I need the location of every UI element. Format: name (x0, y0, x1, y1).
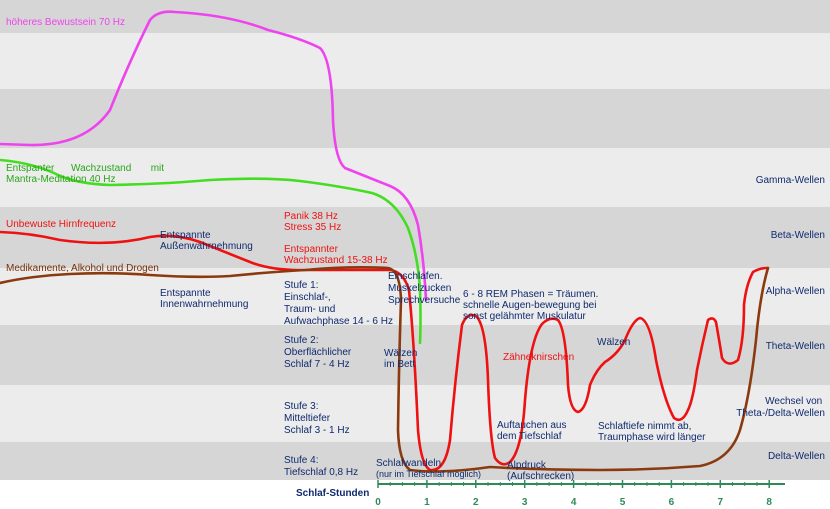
red-curve (0, 230, 769, 472)
annotation-auftauchen: Auftauchen aus dem Tiefschlaf (497, 420, 569, 442)
brown-curve (0, 266, 770, 473)
x-axis-title: Schlaf-Stunden (296, 488, 369, 499)
annotation-waelzen: Wälzen (597, 337, 630, 348)
band-label-theta: Theta-Wellen (766, 341, 825, 352)
curves (0, 10, 770, 473)
background-band (0, 33, 830, 89)
annotation-schlaftiefe: Schlaftiefe nimmt ab, Traumphase wird lä… (598, 421, 706, 443)
background-band (0, 268, 830, 325)
background-band (0, 89, 830, 148)
x-tick-label: 4 (571, 497, 577, 508)
band-label-theta-delta: Wechsel von Theta-/Delta-Wellen (736, 396, 825, 419)
band-label-gamma: Gamma-Wellen (756, 175, 825, 186)
x-tick-label: 8 (766, 497, 772, 508)
annotation-waelzen-im-bett: Wälzen im Bett (384, 348, 420, 370)
annotation-wachzustand: Entspannter Wachzustand 15-38 Hz (284, 244, 388, 266)
stage-label-1: Stufe 1: Einschlaf-, Traum- und Aufwachp… (284, 280, 393, 327)
magenta-curve (0, 10, 428, 302)
annotation-alpdruck: Alpdruck (Aufschrecken) (507, 460, 574, 482)
x-tick-label: 6 (669, 497, 675, 508)
x-tick-label: 7 (718, 497, 724, 508)
x-tick-label: 5 (620, 497, 626, 508)
annotation-einschlafen: Einschlafen. Muskelzucken Sprechversuche (388, 271, 461, 306)
band-label-alpha: Alpha-Wellen (766, 286, 825, 297)
annotation-panik-stress: Panik 38 Hz Stress 35 Hz (284, 211, 341, 233)
background-band (0, 148, 830, 207)
stage-label-2: Stufe 2: Oberflächlicher Schlaf 7 - 4 Hz (284, 335, 354, 370)
x-tick-label: 1 (424, 497, 430, 508)
label-magenta-curve: höheres Bewustsein 70 Hz (6, 17, 125, 28)
annotation-schlafwandeln: Schlafwandeln (nur im Tiefschlaf möglich… (376, 458, 481, 479)
label-green-curve-line1: Entspanter Wachzustand mit (6, 163, 164, 174)
stage-label-4: Stufe 4: Tiefschlaf 0,8 Hz (284, 455, 358, 478)
band-label-beta: Beta-Wellen (771, 230, 825, 241)
stage-label-3: Stufe 3: Mitteltiefer Schlaf 3 - 1 Hz (284, 401, 350, 436)
annotation-aussenwahrnehmung: Entspannte Außenwahrnehmung (160, 230, 253, 252)
x-tick-label: 0 (375, 497, 381, 508)
x-axis: Schlaf-Stunden 0 1 2 3 4 5 6 7 8 (296, 480, 785, 508)
background-band (0, 442, 830, 480)
x-tick-label: 2 (473, 497, 479, 508)
green-curve (0, 158, 422, 345)
text-labels: höheres Bewustsein 70 Hz Entspanter Wach… (6, 17, 825, 482)
annotation-zaehneknirschen: Zähneknirschen (503, 352, 574, 363)
annotation-innenwahrnehmung: Entspannte Innenwahrnehmung (160, 288, 248, 310)
label-brown-curve: Medikamente, Alkohol und Drogen (6, 263, 159, 274)
label-red-curve: Unbewuste Hirnfrequenz (6, 219, 116, 230)
band-label-delta: Delta-Wellen (768, 451, 825, 462)
background-band (0, 0, 830, 33)
label-green-curve-line2: Mantra-Meditation 40 Hz (6, 174, 116, 185)
x-tick-label: 3 (522, 497, 528, 508)
annotation-rem-phasen: 6 - 8 REM Phasen = Träumen. schnelle Aug… (463, 289, 601, 322)
